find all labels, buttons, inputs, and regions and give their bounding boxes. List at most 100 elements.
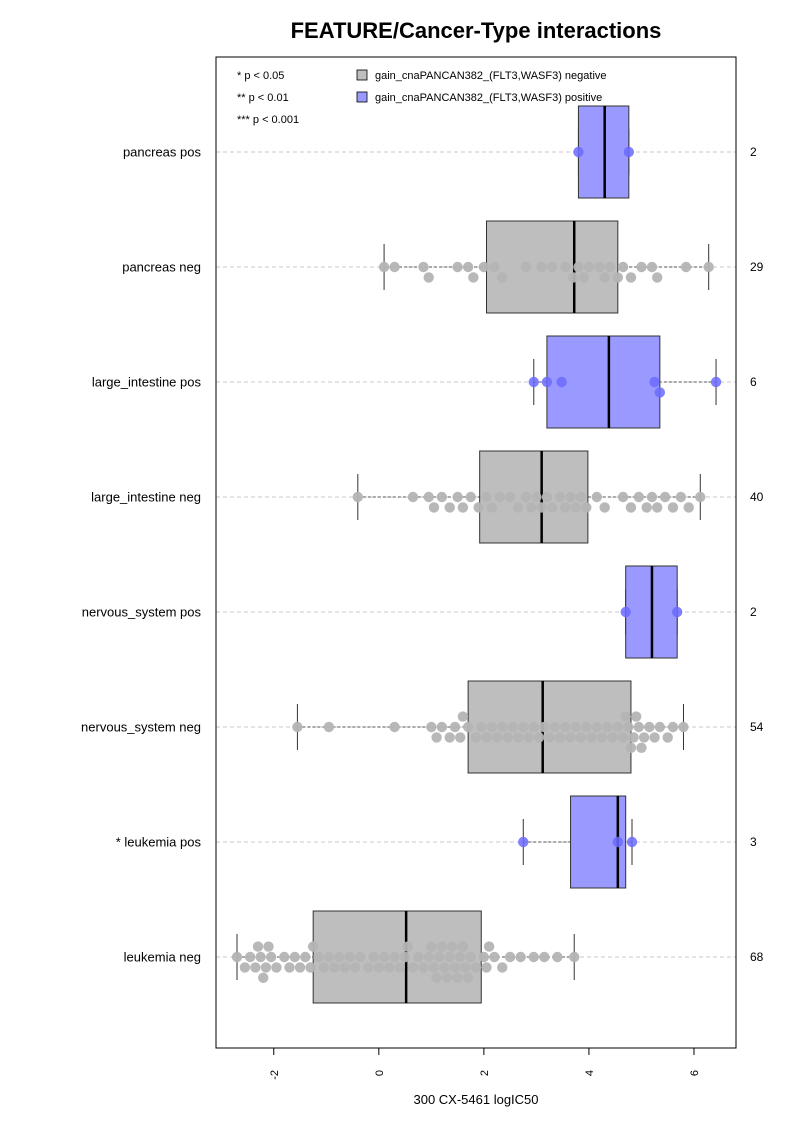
data-point [620, 711, 631, 722]
data-point [641, 502, 652, 513]
data-point [617, 261, 629, 273]
data-point [594, 261, 605, 273]
data-point [258, 972, 269, 983]
data-point [452, 491, 463, 503]
data-point [313, 951, 324, 963]
legend-label-positive: gain_cnaPANCAN382_(FLT3,WASF3) positive [375, 92, 602, 104]
data-point [528, 951, 539, 963]
data-point [549, 721, 560, 733]
data-point [710, 376, 722, 388]
data-point [536, 261, 547, 273]
data-point [389, 261, 400, 273]
data-point [455, 951, 466, 963]
x-tick-label: 0 [374, 1070, 386, 1076]
row-count: 68 [750, 950, 764, 964]
data-point [581, 502, 592, 513]
data-point [231, 951, 243, 963]
data-point [536, 502, 547, 513]
data-point [560, 721, 571, 733]
data-point [612, 721, 624, 733]
data-point [352, 491, 364, 503]
data-point [620, 606, 631, 618]
row-count: 40 [750, 490, 764, 504]
x-axis: -2 0 2 4 6 [269, 1048, 701, 1080]
data-point [625, 742, 637, 753]
data-point [638, 732, 650, 743]
data-point [418, 261, 429, 273]
data-point [512, 732, 524, 743]
data-point [418, 962, 429, 973]
data-point [591, 721, 603, 733]
data-point [497, 272, 508, 283]
data-point [649, 732, 660, 743]
row-label: pancreas neg [122, 260, 201, 275]
data-point [265, 951, 277, 963]
row-label: nervous_system neg [81, 720, 201, 735]
data-point [604, 261, 616, 273]
data-point [628, 732, 639, 743]
data-point [428, 962, 440, 973]
data-point [378, 951, 390, 963]
data-point [328, 962, 340, 973]
x-tick-label: 6 [689, 1070, 701, 1076]
data-point [423, 491, 434, 503]
data-point [546, 261, 558, 273]
series-legend: gain_cnaPANCAN382_(FLT3,WASF3) negative … [356, 69, 607, 104]
data-point [292, 721, 303, 733]
data-point [373, 962, 385, 973]
data-point [436, 941, 448, 952]
data-point [478, 951, 490, 963]
data-point [389, 951, 400, 963]
data-point [528, 376, 539, 388]
data-point [575, 491, 587, 503]
data-point [504, 491, 516, 503]
data-point [667, 502, 679, 513]
data-point [654, 721, 666, 733]
data-point [481, 732, 492, 743]
data-point [402, 941, 413, 952]
data-point [399, 951, 411, 963]
x-tick-label: 2 [479, 1070, 491, 1076]
row-label: nervous_system pos [82, 605, 202, 620]
data-point [518, 836, 529, 848]
data-point [520, 491, 532, 503]
row-count: 2 [750, 145, 757, 159]
x-axis-label: 300 CX-5461 logIC50 [413, 1092, 538, 1107]
data-point [560, 502, 571, 513]
data-point [252, 941, 264, 952]
data-point [625, 502, 637, 513]
data-point [294, 962, 306, 973]
data-point [512, 502, 524, 513]
data-point [478, 261, 490, 273]
data-point [607, 732, 618, 743]
data-point [260, 962, 272, 973]
data-point [284, 962, 295, 973]
data-point [473, 502, 484, 513]
data-point [683, 502, 694, 513]
data-point [483, 941, 495, 952]
group-pancreas-neg: pancreas neg 29 [122, 220, 764, 314]
data-point [539, 951, 550, 963]
data-point [586, 732, 597, 743]
data-point [575, 732, 587, 743]
data-point [612, 836, 624, 848]
data-point [389, 721, 400, 733]
data-point [457, 502, 469, 513]
data-point [667, 721, 679, 733]
data-point [344, 951, 356, 963]
data-point [423, 951, 434, 963]
data-point [323, 951, 335, 963]
data-point [462, 721, 474, 733]
data-point [636, 261, 647, 273]
data-point [497, 721, 508, 733]
data-point [528, 721, 539, 733]
data-point [394, 962, 406, 973]
group-large-intestine-neg: large_intestine neg 40 [91, 450, 764, 544]
data-point [300, 951, 311, 963]
data-point [489, 261, 500, 273]
row-count: 54 [750, 720, 764, 734]
data-point [570, 721, 581, 733]
data-point [518, 721, 529, 733]
data-point [644, 721, 655, 733]
data-point [652, 272, 663, 283]
